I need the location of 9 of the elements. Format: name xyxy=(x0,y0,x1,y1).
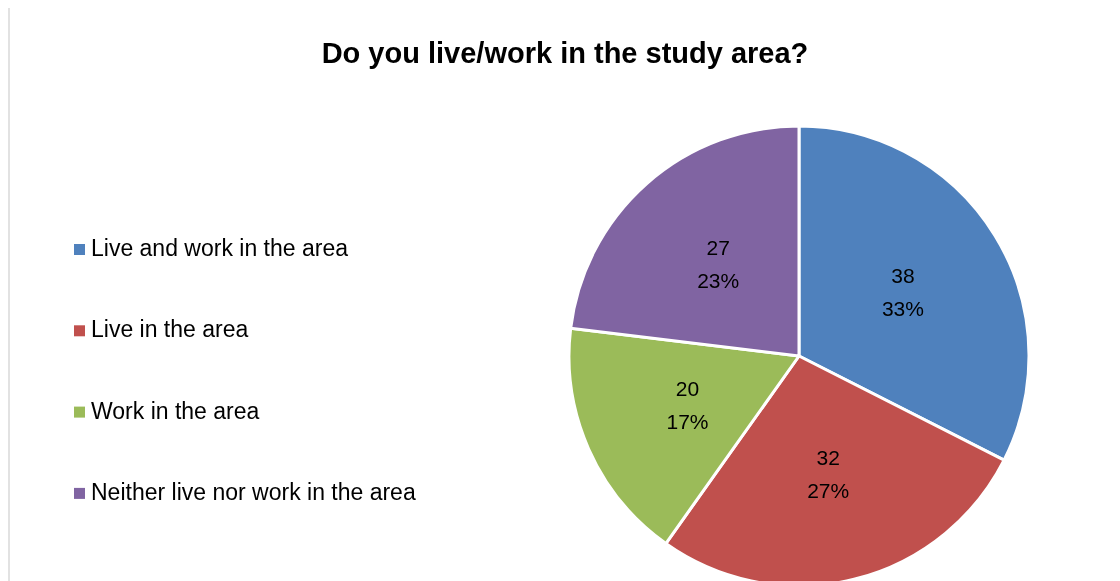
data-label: 27 23% xyxy=(697,236,740,293)
legend-label: Live in the area xyxy=(91,316,249,343)
data-label: 38 33% xyxy=(881,263,924,320)
data-label: 32 27% xyxy=(807,445,850,502)
legend-label: Work in the area xyxy=(91,397,260,424)
chart-title: Do you live/work in the study area? xyxy=(321,37,809,69)
legend-label: Neither live nor work in the area xyxy=(91,478,416,505)
legend-label: Live and work in the area xyxy=(91,235,349,262)
data-label: 20 17% xyxy=(666,376,709,433)
